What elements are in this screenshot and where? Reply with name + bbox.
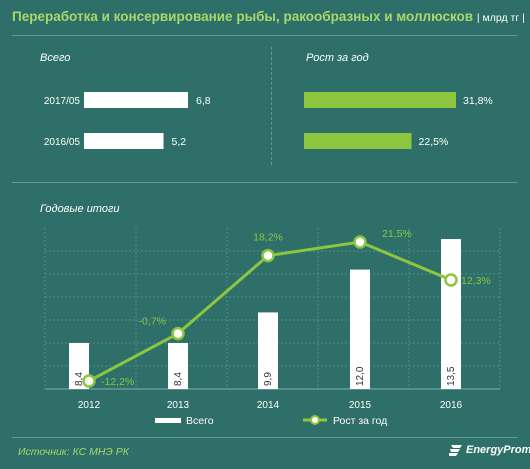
top-divider (12, 35, 518, 36)
growth-point-2012 (82, 374, 96, 388)
bar-total-2017/05 (84, 92, 188, 108)
growth-value-label: 18,2% (253, 232, 283, 244)
bar-total-2016 (441, 239, 461, 389)
panel-title-total: Всего (40, 52, 71, 64)
growth-value-label: -0,7% (139, 316, 166, 328)
legend-swatch-total (155, 418, 181, 423)
bar-total-2014 (258, 312, 278, 389)
panel-title-growth: Рост за год (306, 52, 369, 64)
panel-divider (271, 47, 272, 165)
growth-point-2015 (353, 235, 367, 249)
x-tick-label: 2014 (257, 400, 280, 411)
bar-value-label: 8,4 (74, 372, 85, 386)
bar-value-label: 22,5% (419, 136, 449, 148)
growth-value-label: -12,2% (101, 376, 134, 388)
growth-value-label: 21,5% (382, 228, 412, 240)
title-text: Переработка и консервирование рыбы, рако… (12, 9, 474, 24)
source-note: Источник: КС МНЭ РК (18, 446, 129, 458)
logo-text: EnergyProm (466, 444, 530, 456)
bar-value-label: 12,0 (355, 366, 366, 386)
bar-total-2016/05 (84, 133, 164, 149)
middle-divider (12, 182, 518, 183)
panel-title-annual: Годовые итоги (40, 203, 120, 215)
unit-label: | млрд тг | (476, 12, 525, 24)
bar-total-2013 (168, 343, 188, 389)
bar-value-label: 9,9 (263, 372, 274, 386)
category-label: 2016/05 (44, 137, 81, 148)
bar-value-label: 6,8 (196, 95, 211, 107)
growth-point-2014 (261, 248, 275, 263)
bar-value-label: 5,2 (172, 136, 187, 148)
growth-point-2013 (171, 326, 185, 341)
legend-label-total: Всего (186, 415, 214, 427)
x-tick-label: 2015 (349, 400, 372, 411)
category-label: 2017/05 (44, 96, 81, 107)
bar-total-2015 (350, 269, 370, 389)
bar-growth-2017/05 (304, 92, 456, 108)
energyprom-logo-icon (449, 445, 462, 456)
legend-label-growth: Рост за год (333, 415, 387, 427)
page-title: Переработка и консервирование рыбы, рако… (12, 9, 525, 24)
x-tick-label: 2013 (167, 400, 190, 411)
bottom-divider (12, 437, 518, 438)
x-tick-label: 2012 (78, 400, 101, 411)
legend-marker-growth (310, 415, 320, 425)
bar-value-label: 13,5 (446, 366, 457, 386)
bar-value-label: 31,8% (463, 95, 493, 107)
growth-point-2016 (444, 273, 458, 287)
bar-value-label: 8,4 (173, 372, 184, 386)
bar-growth-2016/05 (304, 133, 412, 149)
growth-value-label: 12,3% (461, 275, 491, 287)
x-tick-label: 2016 (440, 400, 463, 411)
energyprom-logo: EnergyProm (449, 444, 530, 456)
